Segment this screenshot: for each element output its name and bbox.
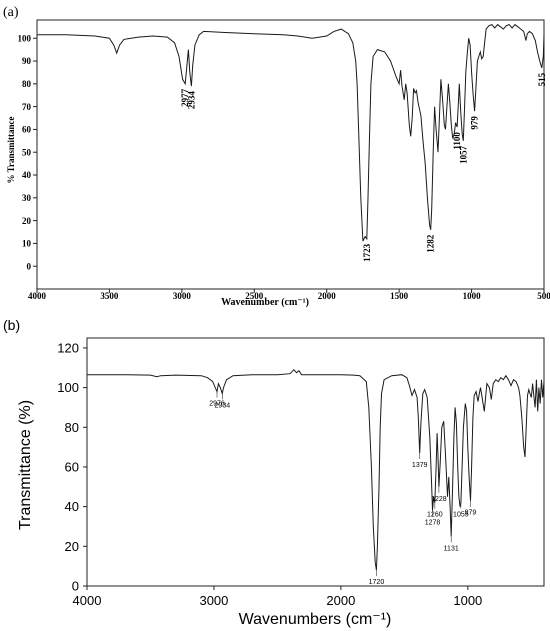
peak-label: 1131 (444, 545, 459, 552)
peak-label: 1282 (426, 234, 436, 253)
panel-b-label: (b) (3, 317, 20, 333)
y-tick-label: 50 (22, 147, 32, 157)
panel-b-y-axis: 0 20 40 60 80 100 120 (57, 340, 87, 594)
panel-b-spectrum-line (87, 368, 545, 571)
panel-a-chart: 0 10 20 30 40 50 60 70 80 90 100 4000 3500 3000 2500 2… (6, 19, 550, 308)
x-tick-label: 3000 (199, 593, 228, 608)
x-tick-label: 3500 (100, 291, 119, 301)
y-tick-label: 120 (57, 340, 79, 355)
y-tick-label: 10 (22, 239, 32, 249)
x-tick-label: 4000 (28, 291, 47, 301)
peak-label: 2934 (186, 91, 196, 110)
panel-a-y-axis: 0 10 20 30 40 50 60 70 80 90 100 (18, 33, 37, 271)
panel-a-label: (a) (3, 5, 19, 20)
peak-label: 1055 (453, 512, 469, 519)
y-tick-label: 30 (22, 193, 32, 203)
y-tick-label: 80 (65, 420, 79, 435)
panel-a-y-axis-label: % Transmittance (6, 117, 16, 184)
panel-a-x-axis-label: Wavenumber (cm⁻¹) (221, 297, 309, 308)
peak-label: 979 (470, 116, 480, 130)
peak-label: 979 (465, 510, 477, 517)
x-tick-label: 2000 (318, 291, 337, 301)
x-tick-label: 2500 (245, 291, 264, 301)
panel-b-y-axis-label: Transmittance (%) (17, 400, 34, 530)
y-tick-label: 20 (65, 539, 79, 554)
peak-label: 1379 (412, 462, 428, 469)
peak-label: 2934 (215, 403, 231, 410)
peak-label: 1720 (369, 579, 385, 586)
peak-label: 2977 (180, 88, 190, 107)
panel-b-x-axis: 4000 3000 2000 1000 (73, 586, 482, 608)
y-tick-label: 40 (65, 499, 79, 514)
y-tick-label: 60 (22, 125, 32, 135)
panel-b-x-axis-label: Wavenumbers (cm⁻¹) (239, 611, 392, 628)
x-tick-label: 1000 (463, 291, 482, 301)
x-tick-label: 1500 (390, 291, 409, 301)
peak-label: 1100 (452, 132, 462, 150)
peak-label: 1260 (427, 512, 443, 519)
panel-a-x-axis: 4000 3500 3000 2500 2000 1500 1000 500 (28, 289, 550, 301)
y-tick-label: 80 (22, 79, 32, 89)
x-tick-label: 2000 (326, 593, 355, 608)
peak-label: 1228 (431, 496, 447, 503)
x-tick-label: 1000 (453, 593, 482, 608)
y-tick-label: 0 (27, 261, 32, 271)
x-tick-label: 4000 (73, 593, 102, 608)
y-tick-label: 40 (22, 170, 32, 180)
y-tick-label: 60 (65, 460, 79, 475)
panel-a-spectrum-line (37, 23, 545, 242)
peak-label: 1057 (458, 145, 468, 164)
peak-label: 1278 (425, 520, 441, 527)
x-tick-label: 500 (537, 291, 550, 301)
y-tick-label: 100 (57, 380, 79, 395)
y-tick-label: 90 (22, 56, 32, 66)
peak-label: 2976 (209, 401, 225, 408)
y-tick-label: 0 (72, 579, 79, 594)
panel-b-chart: 0 20 40 60 80 100 120 4000 3000 2000 1000 2976293… (17, 337, 545, 628)
peak-label: 515 (537, 72, 547, 86)
panel-b-plot-frame (86, 337, 545, 587)
y-tick-label: 100 (18, 33, 32, 43)
y-tick-label: 70 (22, 102, 32, 112)
y-tick-label: 20 (22, 216, 32, 226)
panel-a-plot-frame (36, 19, 545, 290)
peak-label: 1723 (362, 243, 372, 262)
x-tick-label: 3000 (173, 291, 192, 301)
